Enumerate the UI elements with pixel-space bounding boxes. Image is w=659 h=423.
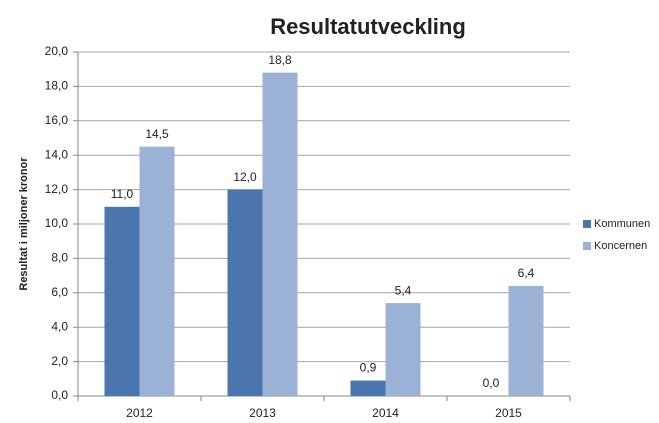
y-tick-label: 18,0 [45,79,69,93]
value-label: 0,0 [483,376,500,390]
legend-swatch [583,242,591,250]
x-tick-label: 2015 [495,406,522,420]
y-tick-label: 6,0 [51,285,68,299]
x-tick-label: 2012 [126,406,153,420]
value-label: 14,5 [145,127,169,141]
y-tick-label: 14,0 [45,147,69,161]
x-tick-label: 2014 [372,406,399,420]
bar [104,206,140,396]
y-tick-label: 8,0 [51,251,68,265]
x-tick-label: 2013 [249,406,276,420]
legend-label: Koncernen [594,240,647,252]
bar [139,146,175,396]
legend-label: Kommunen [594,218,650,230]
y-tick-label: 10,0 [45,216,69,230]
bar [227,189,263,396]
y-tick-label: 16,0 [45,113,69,127]
value-label: 5,4 [395,283,412,297]
value-label: 0,9 [360,361,377,375]
chart-title: Resultatutveckling [270,14,466,39]
y-tick-label: 0,0 [51,388,68,402]
value-label: 6,4 [518,266,535,280]
y-tick-label: 4,0 [51,319,68,333]
y-tick-label: 20,0 [45,44,69,58]
bar [350,380,386,396]
value-label: 18,8 [268,53,292,67]
value-label: 12,0 [233,170,257,184]
legend-swatch [583,220,591,228]
y-tick-label: 12,0 [45,182,69,196]
value-label: 11,0 [111,187,134,201]
bar [385,303,421,396]
bar [508,285,544,396]
y-tick-label: 2,0 [51,354,68,368]
y-axis-label: Resultat i miljoner kronor [18,157,30,291]
bar [262,72,298,396]
